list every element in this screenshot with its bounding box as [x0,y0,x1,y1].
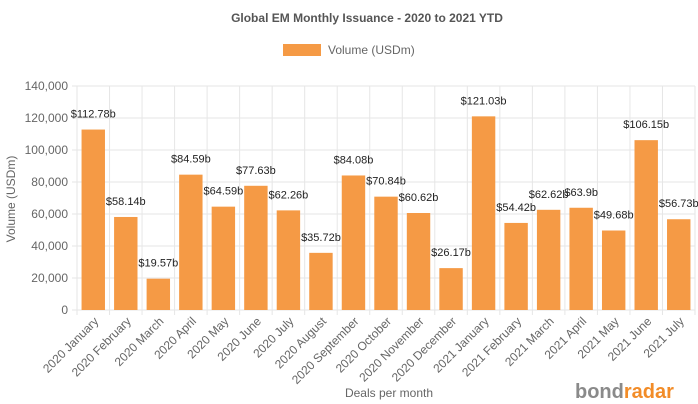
y-tick-label: 80,000 [31,175,68,189]
data-label: $77.63b [236,165,276,177]
legend-swatch [283,44,321,56]
y-axis-ticks: 0 20,000 40,000 60,000 80,000 100,000 120,000 1… [25,79,69,317]
logo-text-radar: radar [624,381,674,403]
data-label: $35.72b [301,232,341,244]
data-label: $62.26b [269,189,309,201]
data-label: $54.42b [496,202,536,214]
bar-2020-september[interactable] [341,175,366,310]
bar-2021-july[interactable] [667,219,691,310]
bars [81,116,691,311]
y-axis-label: Volume (USDm) [4,156,18,243]
data-label: $49.68b [594,210,634,222]
bar-2020-june[interactable] [244,185,268,310]
chart-title: Global EM Monthly Issuance - 2020 to 202… [231,11,503,25]
bar-2020-december[interactable] [439,268,463,310]
y-tick-label: 120,000 [25,111,69,125]
data-label: $112.78b [71,109,116,121]
data-label: $56.73b [659,198,698,210]
y-tick-label: 60,000 [31,207,68,221]
data-label: $60.62b [399,192,439,204]
bar-2021-may[interactable] [601,230,626,310]
bar-2020-april[interactable] [179,174,203,310]
data-labels: $112.78b $58.14b $19.57b $84.59b $64.59b $77.… [71,95,698,269]
y-tick-label: 140,000 [25,79,69,93]
bar-2020-march[interactable] [146,278,171,310]
y-tick-label: 40,000 [31,239,68,253]
data-label: $63.9b [564,187,598,199]
x-axis-label: Deals per month [345,386,433,400]
data-label: $84.08b [334,154,374,166]
data-label: $26.17b [431,247,471,259]
bar-2020-august[interactable] [309,252,333,310]
y-tick-label: 20,000 [31,271,68,285]
data-label: $58.14b [106,196,146,208]
logo-text-bond: bond [575,381,624,403]
bar-2021-april[interactable] [569,207,593,310]
data-label: $62.62b [529,189,569,201]
gridlines [72,85,696,315]
data-label: $19.57b [138,258,178,270]
legend-label: Volume (USDm) [328,43,415,57]
data-label: $106.15b [623,119,669,131]
y-tick-label: 0 [61,303,68,317]
bar-2020-february[interactable] [114,216,138,310]
data-label: $64.59b [203,186,243,198]
data-label: $84.59b [171,154,211,166]
svg-text:bondradar: bondradar [575,381,674,403]
bar-2021-june[interactable] [634,140,658,310]
bar-2020-october[interactable] [374,196,398,310]
bar-2020-july[interactable] [276,210,301,310]
bar-2020-november[interactable] [406,213,431,310]
bar-2021-january[interactable] [471,116,496,311]
data-label: $70.84b [366,176,406,188]
bar-2020-january[interactable] [81,129,105,310]
legend[interactable]: Volume (USDm) [283,43,415,57]
bar-2021-march[interactable] [536,209,561,310]
bar-2021-february[interactable] [504,222,528,310]
bondradar-logo: bondradar [575,381,674,403]
data-label: $121.03b [461,95,507,107]
y-tick-label: 100,000 [25,143,69,157]
bar-2020-may[interactable] [211,206,236,310]
